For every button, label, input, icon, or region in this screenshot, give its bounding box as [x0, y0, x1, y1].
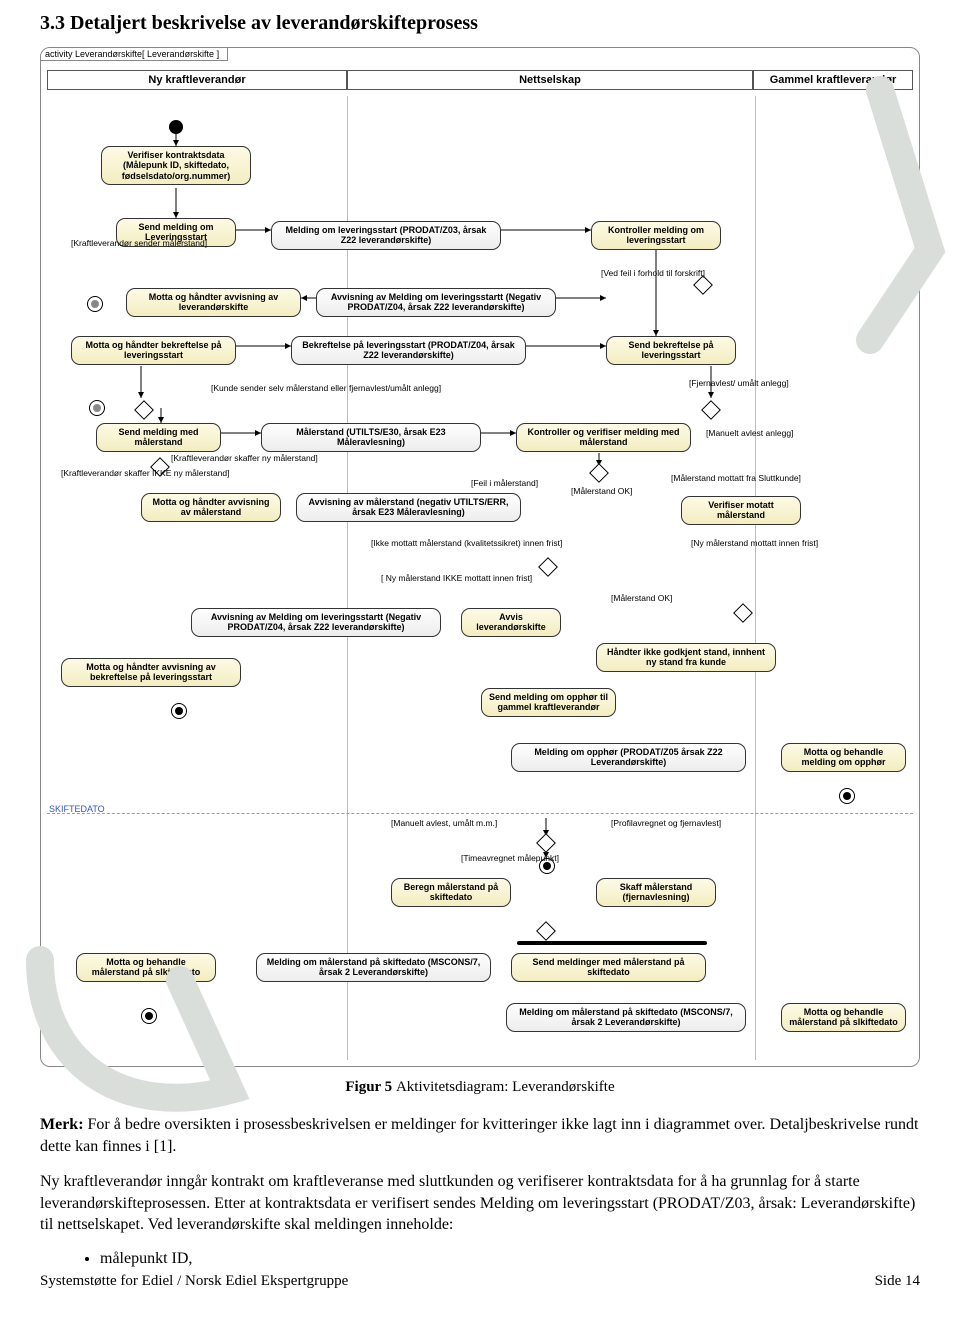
guard-label: [ Ny målerstand IKKE mottatt innen frist… — [381, 573, 532, 583]
message-node: Melding om målerstand på skiftedato (MSC… — [506, 1003, 746, 1032]
action-node: Motta og håndter avvisning av leverandør… — [126, 288, 301, 317]
swimlane-headers: Ny kraftleverandør Nettselskap Gammel kr… — [47, 70, 913, 90]
message-node: Avvisning av Melding om leveringsstartt … — [316, 288, 556, 317]
guard-label: [Manuelt avlest, umålt m.m.] — [391, 818, 497, 828]
decision-diamond — [538, 557, 558, 577]
guard-label: [Fjernavlest/ umålt anlegg] — [689, 378, 789, 388]
message-node: Melding om leveringsstart (PRODAT/Z03, å… — [271, 221, 501, 250]
sync-bar — [517, 941, 707, 945]
action-node: Motta og behandle målerstand på slkifted… — [781, 1003, 906, 1032]
guard-label: [Timeavregnet målepunkt] — [461, 853, 559, 863]
lane-separator — [755, 96, 756, 1060]
action-node: Verifiser kontraktsdata (Målepunk ID, sk… — [101, 146, 251, 185]
action-node: Motta og behandle målerstand på slkifted… — [76, 953, 216, 982]
action-node: Send melding med målerstand — [96, 423, 221, 452]
section-heading: 3.3 Detaljert beskrivelse av leverandørs… — [40, 12, 920, 35]
message-node: Bekreftelse på leveringsstart (PRODAT/Z0… — [291, 336, 526, 365]
guard-label: [Kraftleverandør skaffer ny målerstand] — [171, 453, 318, 463]
initial-node — [169, 120, 183, 134]
caption-text: Aktivitetsdiagram: Leverandørskifte — [396, 1079, 615, 1095]
decision-diamond — [536, 833, 556, 853]
footer-right: Side 14 — [875, 1273, 920, 1290]
guard-label: [Profilavregnet og fjernavlest] — [611, 818, 721, 828]
final-node — [89, 400, 105, 416]
action-node: Avvis leverandørskifte — [461, 608, 561, 637]
action-node: Beregn målerstand på skiftedato — [391, 878, 511, 907]
decision-diamond — [693, 275, 713, 295]
guard-label: [Målerstand mottatt fra Sluttkunde] — [671, 473, 801, 483]
message-node: Avvisning av målerstand (negativ UTILTS/… — [296, 493, 521, 522]
guard-label: [Kraftleverandør skaffer IKKE ny målerst… — [61, 468, 230, 478]
final-node — [141, 1008, 157, 1024]
action-node: Motta og håndter avvisning av målerstand — [141, 493, 281, 522]
action-node: Kontroller melding om leveringsstart — [591, 221, 721, 250]
bullet-item: målepunkt ID, — [100, 1250, 920, 1268]
message-node: Avvisning av Melding om leveringsstartt … — [191, 608, 441, 637]
action-node: Send bekreftelse på leveringsstart — [606, 336, 736, 365]
message-node: Melding om opphør (PRODAT/Z05 årsak Z22 … — [511, 743, 746, 772]
decision-diamond — [134, 400, 154, 420]
diagram-title-tab: activity Leverandørskifte[ Leverandørski… — [41, 48, 228, 61]
lane-header-nett: Nettselskap — [347, 70, 753, 90]
guard-label: [Manuelt avlest anlegg] — [706, 428, 793, 438]
action-node: Send melding om opphør til gammel kraftl… — [481, 688, 616, 717]
guard-label: [Ny målerstand mottatt innen frist] — [691, 538, 818, 548]
page-footer: Systemstøtte for Ediel / Norsk Ediel Eks… — [40, 1273, 920, 1290]
figure-caption: Figur 5 Aktivitetsdiagram: Leverandørski… — [40, 1079, 920, 1096]
activity-diagram: activity Leverandørskifte[ Leverandørski… — [40, 47, 920, 1067]
footer-left: Systemstøtte for Ediel / Norsk Ediel Eks… — [40, 1273, 348, 1290]
guard-label: [Målerstand OK] — [611, 593, 672, 603]
action-node: Motta og håndter bekreftelse på levering… — [71, 336, 236, 365]
action-node: Skaff målerstand (fjernavlesning) — [596, 878, 716, 907]
guard-label: [Ved feil i forhold til forskrift] — [601, 268, 705, 278]
edges-layer — [41, 48, 920, 1067]
decision-diamond — [589, 463, 609, 483]
decision-diamond — [733, 603, 753, 623]
decision-diamond — [536, 921, 556, 941]
action-node: Send meldinger med målerstand på skifted… — [511, 953, 706, 982]
merk-text: For å bedre oversikten i prosessbeskrive… — [40, 1116, 918, 1155]
guard-label: [Feil i målerstand] — [471, 478, 538, 488]
message-node: Melding om målerstand på skiftedato (MSC… — [256, 953, 491, 982]
message-node: Målerstand (UTILTS/E30, årsak E23 Målera… — [261, 423, 481, 452]
final-node — [171, 703, 187, 719]
guard-label: [Kraftleverandør sender målerstand] — [71, 238, 207, 248]
lane-header-gammel: Gammel kraftleverandør — [753, 70, 913, 90]
caption-label: Figur 5 — [345, 1079, 396, 1095]
action-node: Motta og behandle melding om opphør — [781, 743, 906, 772]
final-node — [839, 788, 855, 804]
action-node: Håndter ikke godkjent stand, innhent ny … — [596, 643, 776, 672]
skiftedato-line — [47, 813, 913, 814]
bullet-list: målepunkt ID, — [100, 1250, 920, 1268]
merk-paragraph: Merk: For å bedre oversikten i prosessbe… — [40, 1114, 920, 1157]
body-paragraph: Ny kraftleverandør inngår kontrakt om kr… — [40, 1171, 920, 1236]
guard-label: [Målerstand OK] — [571, 486, 632, 496]
guard-label: [Ikke mottatt målerstand (kvalitetssikre… — [371, 538, 562, 548]
decision-diamond — [701, 400, 721, 420]
guard-label: [Kunde sender selv målerstand eller fjer… — [211, 383, 441, 393]
action-node: Motta og håndter avvisning av bekreftels… — [61, 658, 241, 687]
lane-header-ny: Ny kraftleverandør — [47, 70, 347, 90]
action-node: Verifiser motatt målerstand — [681, 496, 801, 525]
merk-label: Merk: — [40, 1116, 84, 1133]
action-node: Kontroller og verifiser melding med måle… — [516, 423, 691, 452]
final-node — [87, 296, 103, 312]
